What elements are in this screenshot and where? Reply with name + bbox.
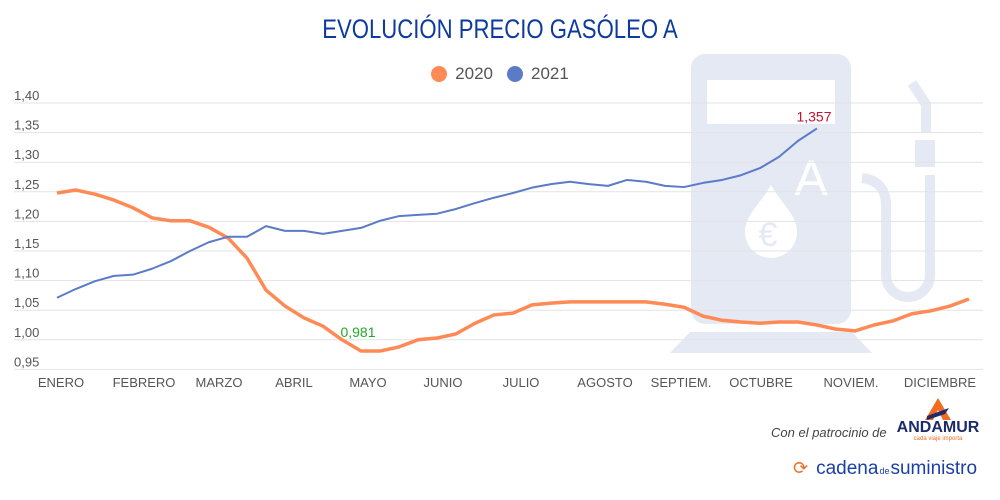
y-tick-label: 1,00 <box>14 325 39 340</box>
y-tick-label: 1,15 <box>14 236 39 251</box>
refresh-arrows-icon: ⟳ <box>793 458 809 478</box>
y-tick-label: 1,35 <box>14 118 39 133</box>
legend-dot-icon <box>507 66 523 82</box>
line-chart: 1,40 1,35 1,30 1,25 1,20 1,15 1,10 1,05 1,00 0,95… <box>14 88 983 390</box>
x-tick-label: DICIEMBRE <box>904 375 977 390</box>
series-line-2021 <box>56 127 818 299</box>
series-line-2020 <box>56 188 970 353</box>
andamur-logo: ANDAMUR cada viaje importa <box>893 398 983 442</box>
sponsor-text: Con el patrocinio de <box>771 425 887 440</box>
x-tick-label: SEPTIEM. <box>651 375 712 390</box>
y-tick-label: 1,10 <box>14 266 39 281</box>
chart-title: EVOLUCIÓN PRECIO GASÓLEO A <box>322 14 678 44</box>
y-tick-label: 1,05 <box>14 295 39 310</box>
x-tick-label: FEBRERO <box>113 375 176 390</box>
legend-label: 2020 <box>455 64 493 83</box>
legend-item-2021[interactable]: 2021 <box>507 64 569 84</box>
x-tick-label: JULIO <box>503 375 540 390</box>
x-tick-label: AGOSTO <box>577 375 632 390</box>
svg-text:€: € <box>759 216 778 254</box>
x-tick-label: OCTUBRE <box>729 375 793 390</box>
x-tick-label: ABRIL <box>275 375 313 390</box>
y-tick-label: 0,95 <box>14 354 39 369</box>
cadena-de-suministro-logo: ⟳ cadena de suministro <box>793 458 978 479</box>
y-tick-label: 1,25 <box>14 177 39 192</box>
max-annotation: 1,357 <box>796 108 831 124</box>
x-tick-label: NOVIEM. <box>824 375 879 390</box>
x-tick-label: JUNIO <box>424 375 463 390</box>
svg-text:A: A <box>794 150 828 206</box>
andamur-mark-icon <box>925 398 951 420</box>
x-tick-label: ENERO <box>38 375 84 390</box>
x-tick-label: MAYO <box>349 375 386 390</box>
legend-dot-icon <box>431 66 448 82</box>
legend-label: 2021 <box>531 64 569 83</box>
y-tick-label: 1,20 <box>14 206 39 221</box>
x-tick-label: MARZO <box>196 375 243 390</box>
legend-item-2020[interactable]: 2020 <box>431 64 493 84</box>
y-tick-label: 1,40 <box>14 88 39 103</box>
legend: 2020 2021 <box>0 64 1000 84</box>
min-annotation: 0,981 <box>340 324 375 340</box>
y-tick-label: 1,30 <box>14 147 39 162</box>
